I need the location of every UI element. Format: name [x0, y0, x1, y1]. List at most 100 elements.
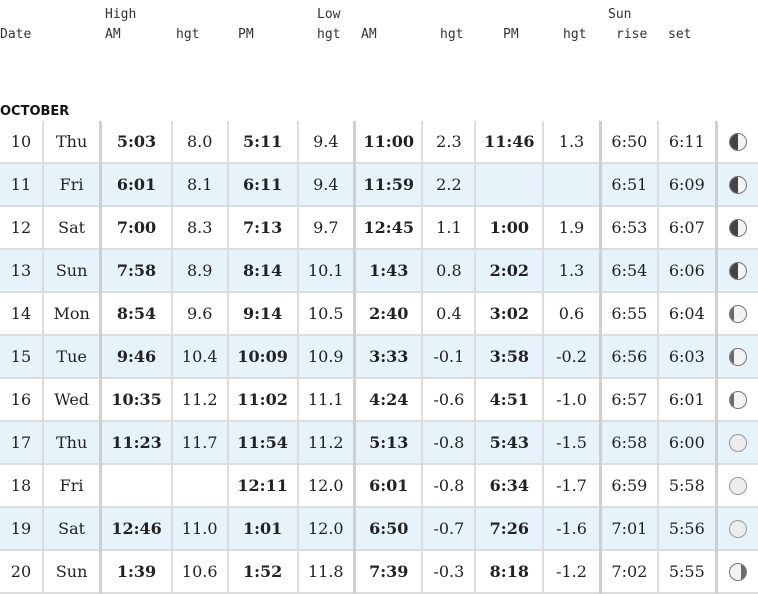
low-am-height-cell: -0.7: [422, 507, 477, 551]
sunrise-cell: 6:56: [600, 335, 660, 379]
low-pm-time-cell: [475, 163, 545, 207]
moon-phase-cell: [716, 163, 758, 207]
tide-weekday-cell: Thu: [42, 421, 103, 465]
moon-phase-icon: [728, 262, 747, 281]
low-pm-time-cell: 5:43: [475, 421, 545, 465]
high-pm-time-cell: 9:14: [227, 292, 299, 336]
high-pm-time-cell: 11:54: [227, 421, 299, 465]
tide-weekday-cell: Thu: [42, 121, 103, 164]
sunset-cell: 5:56: [658, 507, 718, 551]
low-am-height-cell: 0.8: [422, 249, 477, 293]
sunset-cell: 6:00: [658, 421, 718, 465]
high-pm-time-cell: 10:09: [227, 335, 299, 379]
moon-phase-icon: [728, 477, 747, 496]
moon-phase-cell: [716, 292, 758, 336]
low-am-height-cell: -0.3: [422, 550, 477, 594]
low-pm-height-cell: 0.6: [543, 292, 602, 336]
sunrise-cell: 6:54: [600, 249, 660, 293]
sunset-cell: 5:58: [658, 464, 718, 508]
sunset-cell: 6:07: [658, 206, 718, 250]
header-low-am-label: AM: [361, 27, 377, 42]
tide-date-cell: 14: [0, 292, 44, 336]
moon-phase-cell: [716, 121, 758, 164]
sunrise-cell: 6:59: [600, 464, 660, 508]
high-am-time-cell: 5:03: [100, 121, 173, 164]
high-am-time-cell: [100, 464, 173, 508]
tide-date-cell: 10: [0, 121, 44, 164]
low-pm-height-cell: 1.3: [543, 121, 602, 164]
moon-phase-cell: [716, 335, 758, 379]
high-pm-height-cell: 11.2: [297, 421, 357, 465]
high-am-height-cell: 11.2: [171, 378, 229, 422]
moon-phase-icon: [728, 563, 747, 582]
header-low-am-hgt-label-1: hgt: [317, 27, 341, 42]
low-am-time-cell: 6:50: [354, 507, 424, 551]
sunset-cell: 6:06: [658, 249, 718, 293]
header-low-pm-label: PM: [503, 27, 519, 42]
high-pm-time-cell: 6:11: [227, 163, 299, 207]
high-am-height-cell: 10.4: [171, 335, 229, 379]
moon-phase-cell: [716, 507, 758, 551]
low-pm-height-cell: -1.2: [543, 550, 602, 594]
low-am-time-cell: 6:01: [354, 464, 424, 508]
tide-date-cell: 20: [0, 550, 44, 594]
tide-date-cell: 13: [0, 249, 44, 293]
tide-row: 10 Thu 5:03 8.0 5:11 9.4 11:00 2.3 11:46 1.3 6:50 6…: [0, 121, 758, 164]
moon-phase-icon: [728, 219, 747, 238]
moon-phase-cell: [716, 206, 758, 250]
moon-phase-cell: [716, 550, 758, 594]
high-am-time-cell: 8:54: [100, 292, 173, 336]
header-sunset-label: set: [668, 27, 692, 42]
tide-row: 14 Mon 8:54 9.6 9:14 10.5 2:40 0.4 3:02 0.6 6:55 6:…: [0, 292, 758, 336]
sunset-cell: 6:09: [658, 163, 718, 207]
low-am-height-cell: -0.8: [422, 421, 477, 465]
tide-date-cell: 18: [0, 464, 44, 508]
high-pm-height-cell: 10.5: [297, 292, 357, 336]
sunrise-cell: 6:58: [600, 421, 660, 465]
low-am-height-cell: 0.4: [422, 292, 477, 336]
moon-phase-cell: [716, 421, 758, 465]
low-am-time-cell: 4:24: [354, 378, 424, 422]
moon-phase-icon: [728, 520, 747, 539]
low-pm-time-cell: 2:02: [475, 249, 545, 293]
tide-date-cell: 15: [0, 335, 44, 379]
header-high-pm-label: PM: [238, 27, 254, 42]
low-pm-height-cell: 1.9: [543, 206, 602, 250]
low-am-height-cell: 2.2: [422, 163, 477, 207]
low-am-height-cell: 1.1: [422, 206, 477, 250]
high-am-height-cell: 8.0: [171, 121, 229, 164]
high-pm-height-cell: 9.7: [297, 206, 357, 250]
header-low-hgt-label: hgt: [440, 27, 464, 42]
high-pm-height-cell: 9.4: [297, 121, 357, 164]
header-sunrise-label: rise: [616, 27, 648, 42]
tide-row: 13 Sun 7:58 8.9 8:14 10.1 1:43 0.8 2:02 1.3 6:54 6:…: [0, 249, 758, 293]
low-pm-time-cell: 6:34: [475, 464, 545, 508]
header-date-label: Date: [0, 27, 32, 42]
sunrise-cell: 6:50: [600, 121, 660, 164]
low-pm-time-cell: 3:02: [475, 292, 545, 336]
low-pm-height-cell: [543, 163, 602, 207]
moon-phase-icon: [728, 348, 747, 367]
moon-phase-icon: [728, 305, 747, 324]
low-am-time-cell: 3:33: [354, 335, 424, 379]
moon-phase-icon: [728, 434, 747, 453]
high-am-time-cell: 1:39: [100, 550, 173, 594]
low-am-height-cell: -0.8: [422, 464, 477, 508]
month-heading: OCTOBER: [0, 104, 70, 119]
low-pm-height-cell: -1.0: [543, 378, 602, 422]
low-pm-height-cell: -1.5: [543, 421, 602, 465]
low-pm-time-cell: 11:46: [475, 121, 545, 164]
high-am-height-cell: 8.1: [171, 163, 229, 207]
tide-weekday-cell: Mon: [42, 292, 103, 336]
low-am-height-cell: -0.1: [422, 335, 477, 379]
low-pm-height-cell: -1.7: [543, 464, 602, 508]
sunrise-cell: 7:01: [600, 507, 660, 551]
sunset-cell: 6:11: [658, 121, 718, 164]
header-high-am-label: AM: [105, 27, 121, 42]
low-am-time-cell: 7:39: [354, 550, 424, 594]
tide-weekday-cell: Fri: [42, 464, 103, 508]
sunrise-cell: 6:53: [600, 206, 660, 250]
low-pm-time-cell: 7:26: [475, 507, 545, 551]
tide-weekday-cell: Fri: [42, 163, 103, 207]
high-am-time-cell: 7:00: [100, 206, 173, 250]
